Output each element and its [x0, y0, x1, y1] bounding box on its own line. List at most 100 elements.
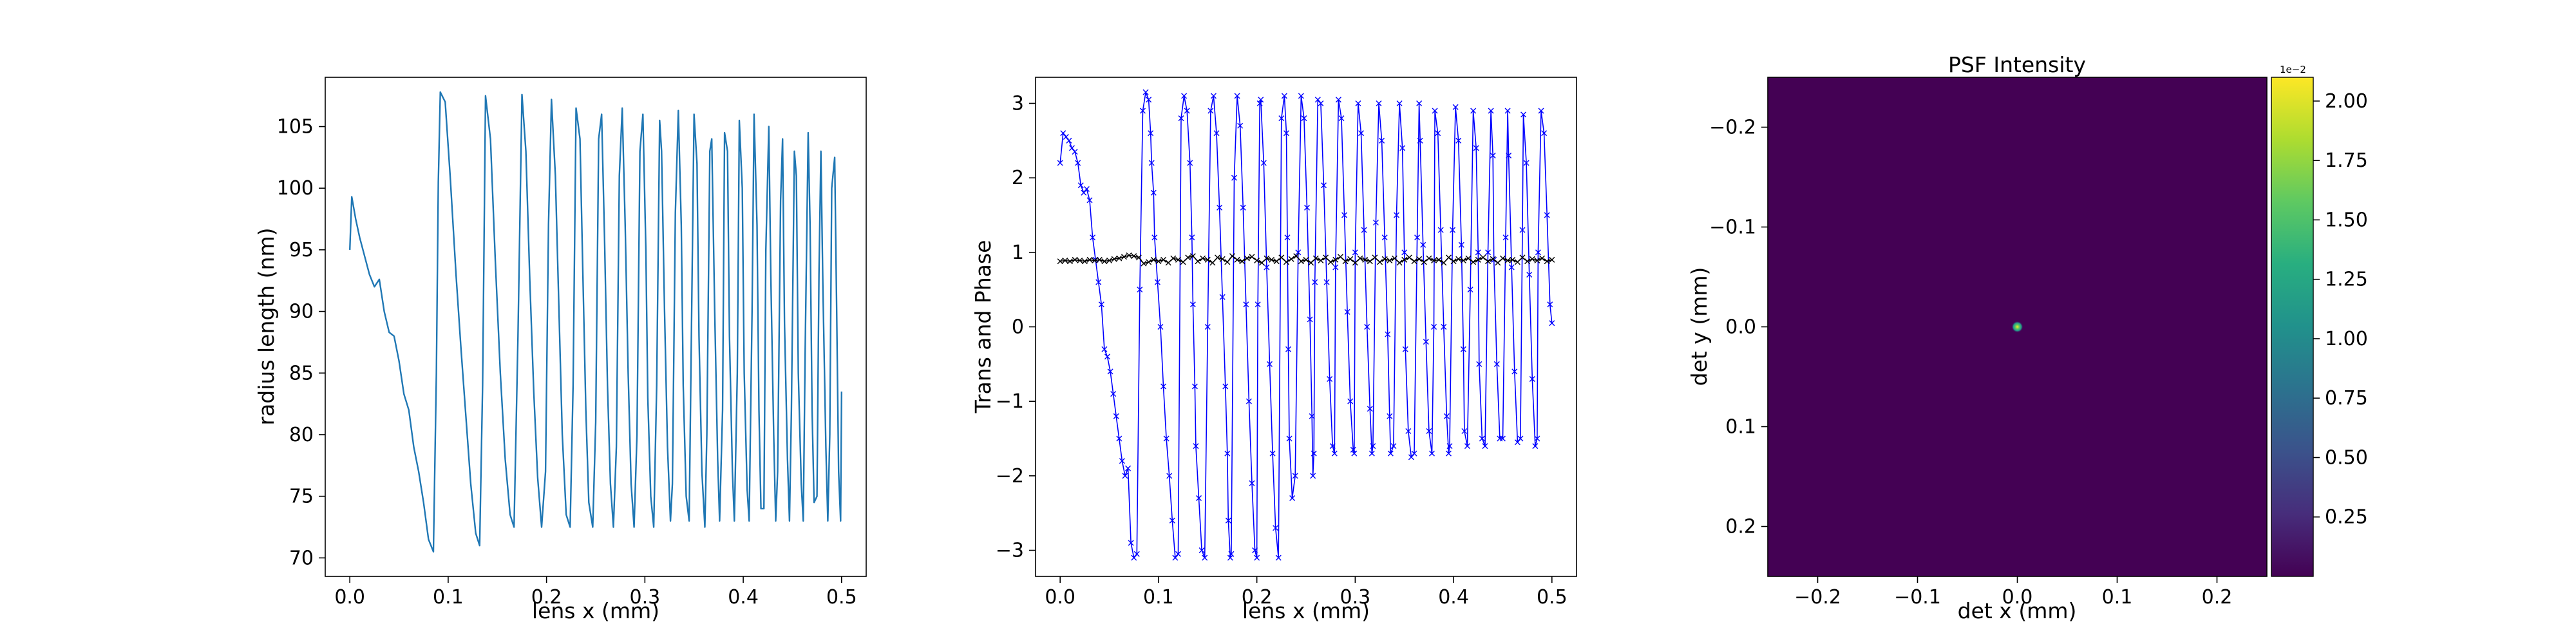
trans-phase-series-0-marker — [1310, 473, 1316, 479]
radius-plot-y-axis: 70 75 80 85 90 95 100 105 — [277, 116, 325, 569]
trans-phase-series-0-marker — [1420, 242, 1426, 248]
trans-phase-series-1-marker — [1234, 256, 1240, 263]
trans-phase-series-0-marker — [1107, 368, 1113, 375]
trans-phase-plot-ytick-label: 1 — [1012, 242, 1024, 264]
trans-phase-series-0-marker — [1269, 450, 1276, 457]
trans-phase-series-0-marker — [1264, 264, 1270, 270]
radius-plot-xlabel: lens x (mm) — [532, 598, 659, 623]
trans-phase-series-0-marker — [1275, 554, 1282, 561]
trans-phase-series-0-marker — [1364, 324, 1370, 330]
trans-phase-series-1-marker — [1200, 255, 1206, 261]
trans-phase-series-1-marker — [1150, 256, 1157, 263]
trans-phase-series-0-marker — [1331, 450, 1338, 457]
trans-phase-series-0-marker — [1547, 301, 1553, 308]
trans-phase-series-1-marker — [1455, 256, 1462, 262]
trans-phase-series-0-marker — [1295, 249, 1302, 256]
trans-phase-plot-ytick-label: 2 — [1012, 167, 1024, 189]
trans-phase-series-0-marker — [1405, 428, 1412, 434]
colorbar-tick-label: 2.00 — [2325, 90, 2368, 113]
trans-phase-series-0-marker — [1460, 346, 1466, 352]
trans-phase-series-1-marker — [1323, 254, 1329, 261]
trans-phase-series-0-marker — [1320, 182, 1327, 189]
trans-phase-series-1-marker — [1092, 258, 1098, 264]
trans-phase-series-1-marker — [1377, 259, 1383, 265]
trans-phase-plot-xtick-label: 0.5 — [1537, 586, 1567, 609]
trans-phase-plot-ytick-label: 3 — [1012, 92, 1024, 115]
trans-phase-series-0-marker — [1370, 443, 1376, 450]
trans-phase-series-1-marker — [1342, 258, 1349, 265]
trans-phase-series-0-marker — [1314, 97, 1321, 103]
trans-phase-series-1-marker — [1549, 256, 1555, 263]
trans-phase-series-1-marker — [1062, 258, 1068, 264]
trans-phase-series-0-marker — [1240, 204, 1246, 211]
trans-phase-series-0-marker — [1237, 122, 1244, 129]
trans-phase-series-0-marker — [1151, 234, 1158, 241]
trans-phase-series-0-marker — [1113, 413, 1119, 419]
trans-phase-series-1-marker — [1332, 256, 1339, 263]
trans-phase-series-1-marker — [1288, 256, 1294, 262]
trans-phase-series-1-marker — [1219, 256, 1226, 262]
trans-phase-series-0-marker — [1217, 204, 1223, 211]
trans-phase-series-0-marker — [1169, 517, 1175, 524]
colorbar-tick-label: 1.50 — [2325, 209, 2368, 231]
trans-phase-series-0-marker — [1225, 517, 1231, 524]
trans-phase-series-0-marker — [1095, 279, 1102, 285]
trans-phase-series-0-marker — [1488, 108, 1494, 114]
trans-phase-series-0-marker — [1502, 234, 1509, 241]
trans-phase-series-0-marker — [1432, 108, 1438, 114]
trans-phase-series-0-marker — [1133, 551, 1140, 557]
trans-phase-plot-xtick-label: 0.2 — [1242, 586, 1273, 609]
trans-phase-series-0-marker — [1090, 234, 1096, 241]
trans-phase-series-0-marker — [1119, 458, 1125, 464]
trans-phase-series-0-marker — [1318, 100, 1324, 106]
trans-phase-series-0-marker — [1139, 108, 1146, 114]
trans-phase-series-1-marker — [1298, 258, 1304, 265]
trans-phase-series-0-marker — [1529, 375, 1535, 382]
trans-phase-series-1-marker — [1401, 256, 1408, 263]
trans-phase-series-0-marker — [1358, 130, 1365, 137]
trans-phase-series-0-marker — [1210, 93, 1217, 99]
trans-phase-plot-xtick-label: 0.4 — [1438, 586, 1469, 609]
psf-peak — [2011, 321, 2023, 333]
trans-phase-series-0-marker — [1116, 435, 1122, 442]
trans-phase-series-1-marker — [1066, 258, 1073, 265]
trans-phase-series-1-marker — [1264, 255, 1270, 261]
trans-phase-series-0-marker — [1245, 398, 1252, 404]
trans-phase-series-0-marker — [1485, 249, 1492, 256]
trans-phase-series-0-marker — [1285, 346, 1292, 352]
trans-phase-series-1-marker — [1539, 255, 1546, 261]
trans-phase-series-1-marker — [1318, 258, 1324, 264]
trans-phase-series-0-marker — [1435, 130, 1441, 137]
trans-phase-series-1-marker — [1391, 255, 1397, 261]
trans-phase-series-1-marker — [1367, 258, 1373, 265]
trans-phase-series-1-marker — [1441, 260, 1447, 266]
trans-phase-series-0-marker — [1122, 473, 1128, 479]
trans-phase-series-0-marker — [1283, 130, 1289, 137]
trans-phase-series-0-marker — [1189, 234, 1195, 241]
trans-phase-series-0-marker — [1504, 108, 1511, 114]
trans-phase-series-0-marker — [1361, 227, 1367, 233]
trans-phase-series-0-marker — [1519, 227, 1526, 233]
trans-phase-series-0-marker — [1081, 189, 1087, 196]
trans-phase-series-1-marker — [1352, 260, 1358, 266]
trans-phase-series-0-marker — [1499, 435, 1506, 442]
trans-phase-series-1-marker — [1229, 253, 1235, 260]
trans-phase-series-0-marker — [1309, 413, 1315, 419]
trans-phase-series-1-marker — [1269, 256, 1275, 263]
trans-phase-series-0-marker — [1227, 554, 1233, 561]
trans-phase-series-0-marker — [1379, 137, 1385, 144]
trans-phase-series-1-marker — [1372, 254, 1378, 261]
trans-phase-series-0-marker — [1464, 443, 1470, 450]
trans-phase-series-0-marker — [1249, 480, 1255, 486]
trans-phase-series-1-marker — [1524, 258, 1531, 265]
trans-phase-series-1-marker — [1308, 260, 1314, 266]
psf-plot-xlabel: det x (mm) — [1958, 598, 2077, 623]
trans-phase-series-0-marker — [1128, 540, 1134, 546]
trans-phase-series-1-marker — [1126, 252, 1132, 258]
trans-phase-series-0-marker — [1125, 465, 1132, 471]
trans-phase-series-0-marker — [1208, 108, 1214, 114]
trans-phase-series-0-marker — [1443, 413, 1450, 419]
trans-phase-series-1-marker — [1347, 256, 1354, 262]
trans-phase-series-1-marker — [1111, 256, 1117, 262]
